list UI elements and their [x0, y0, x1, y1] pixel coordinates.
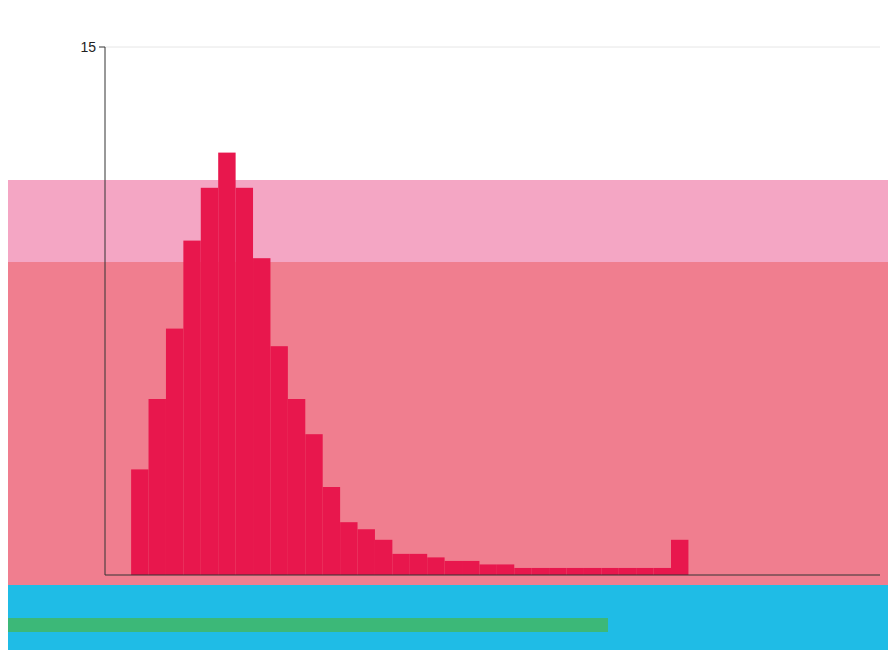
bar	[323, 487, 340, 575]
bar	[270, 346, 287, 575]
bar	[445, 561, 462, 575]
bar	[305, 434, 322, 575]
band-green	[8, 618, 608, 632]
bar	[514, 568, 531, 575]
bar	[131, 469, 148, 575]
bar	[183, 241, 200, 575]
bar	[410, 554, 427, 575]
bar	[497, 564, 514, 575]
bar	[392, 554, 409, 575]
bar	[218, 153, 235, 575]
bar	[532, 568, 549, 575]
bar	[654, 568, 671, 575]
bar	[479, 564, 496, 575]
bar	[462, 561, 479, 575]
bars	[131, 153, 688, 575]
bar	[567, 568, 584, 575]
bar	[288, 399, 305, 575]
bar	[636, 568, 653, 575]
bar	[358, 529, 375, 575]
bar	[549, 568, 566, 575]
bar	[375, 540, 392, 575]
grid-line	[105, 47, 880, 48]
bar	[601, 568, 618, 575]
bar	[671, 540, 688, 575]
tick	[99, 47, 105, 48]
y-axis	[105, 47, 106, 575]
bar	[149, 399, 166, 575]
bar	[236, 188, 253, 575]
bar	[253, 258, 270, 575]
x-axis	[105, 575, 880, 576]
bar	[584, 568, 601, 575]
bar	[427, 557, 444, 575]
bar	[619, 568, 636, 575]
bar	[340, 522, 357, 575]
bar	[201, 188, 218, 575]
tick-label: 15	[80, 39, 96, 55]
band-upper	[8, 180, 888, 265]
chart: 15	[0, 0, 896, 658]
bar	[166, 329, 183, 575]
band-lower	[8, 262, 888, 585]
band-bottom	[8, 585, 888, 650]
